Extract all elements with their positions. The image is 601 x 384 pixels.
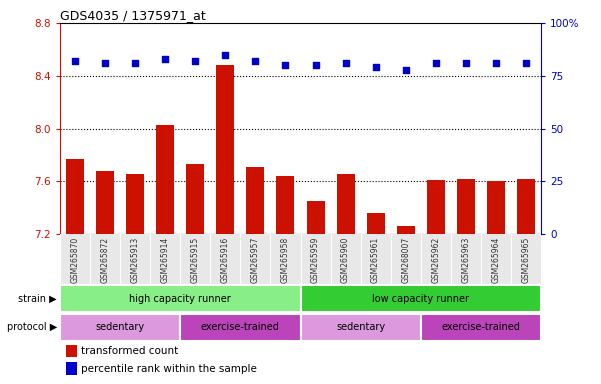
Point [160,56,170,62]
Bar [487,182,505,234]
Text: GSM265963: GSM265963 [462,237,470,283]
Bar [126,174,144,234]
Point [221,52,230,58]
Text: GSM265960: GSM265960 [341,237,350,283]
Bar [180,313,300,341]
Bar [216,65,234,234]
Text: GSM265914: GSM265914 [161,237,169,283]
Bar [337,174,355,234]
Bar [367,213,385,234]
Bar [517,179,535,234]
Bar [96,171,114,234]
Text: GSM265913: GSM265913 [131,237,139,283]
Point [281,62,290,68]
Text: GSM268007: GSM268007 [401,237,410,283]
Text: GSM265870: GSM265870 [71,237,79,283]
Bar [60,313,180,341]
Bar [156,125,174,234]
Text: GSM265965: GSM265965 [522,237,530,283]
Bar [66,362,77,375]
Bar [397,226,415,234]
Bar [427,180,445,234]
Text: GSM265962: GSM265962 [432,237,440,283]
Text: low capacity runner: low capacity runner [372,293,469,304]
Bar [60,285,300,313]
Bar [66,345,77,357]
Bar [246,167,264,234]
Point [461,60,471,66]
Text: protocol ▶: protocol ▶ [7,322,57,333]
Text: GSM265957: GSM265957 [251,237,260,283]
Point [100,60,110,66]
Text: high capacity runner: high capacity runner [129,293,231,304]
Bar [421,313,541,341]
Bar [276,176,294,234]
Bar [66,159,84,234]
Point [371,64,380,71]
Point [491,60,501,66]
Point [341,60,350,66]
Bar [186,164,204,234]
Text: GSM265915: GSM265915 [191,237,200,283]
Text: sedentary: sedentary [96,322,145,333]
Point [521,60,531,66]
Text: strain ▶: strain ▶ [19,293,57,304]
Bar [457,179,475,234]
Text: sedentary: sedentary [336,322,385,333]
Text: percentile rank within the sample: percentile rank within the sample [81,364,257,374]
Point [191,58,200,64]
Point [70,58,80,64]
Text: GSM265916: GSM265916 [221,237,230,283]
Point [130,60,140,66]
Point [431,60,441,66]
Text: GSM265961: GSM265961 [371,237,380,283]
Bar [300,285,541,313]
Text: GDS4035 / 1375971_at: GDS4035 / 1375971_at [60,9,206,22]
Bar [307,201,325,234]
Text: GSM265964: GSM265964 [492,237,500,283]
Text: exercise-trained: exercise-trained [441,322,520,333]
Point [311,62,320,68]
Point [251,58,260,64]
Text: GSM265958: GSM265958 [281,237,290,283]
Point [401,66,410,73]
Bar [300,313,421,341]
Text: transformed count: transformed count [81,346,178,356]
Text: exercise-trained: exercise-trained [201,322,280,333]
Text: GSM265959: GSM265959 [311,237,320,283]
Text: GSM265872: GSM265872 [101,237,109,283]
